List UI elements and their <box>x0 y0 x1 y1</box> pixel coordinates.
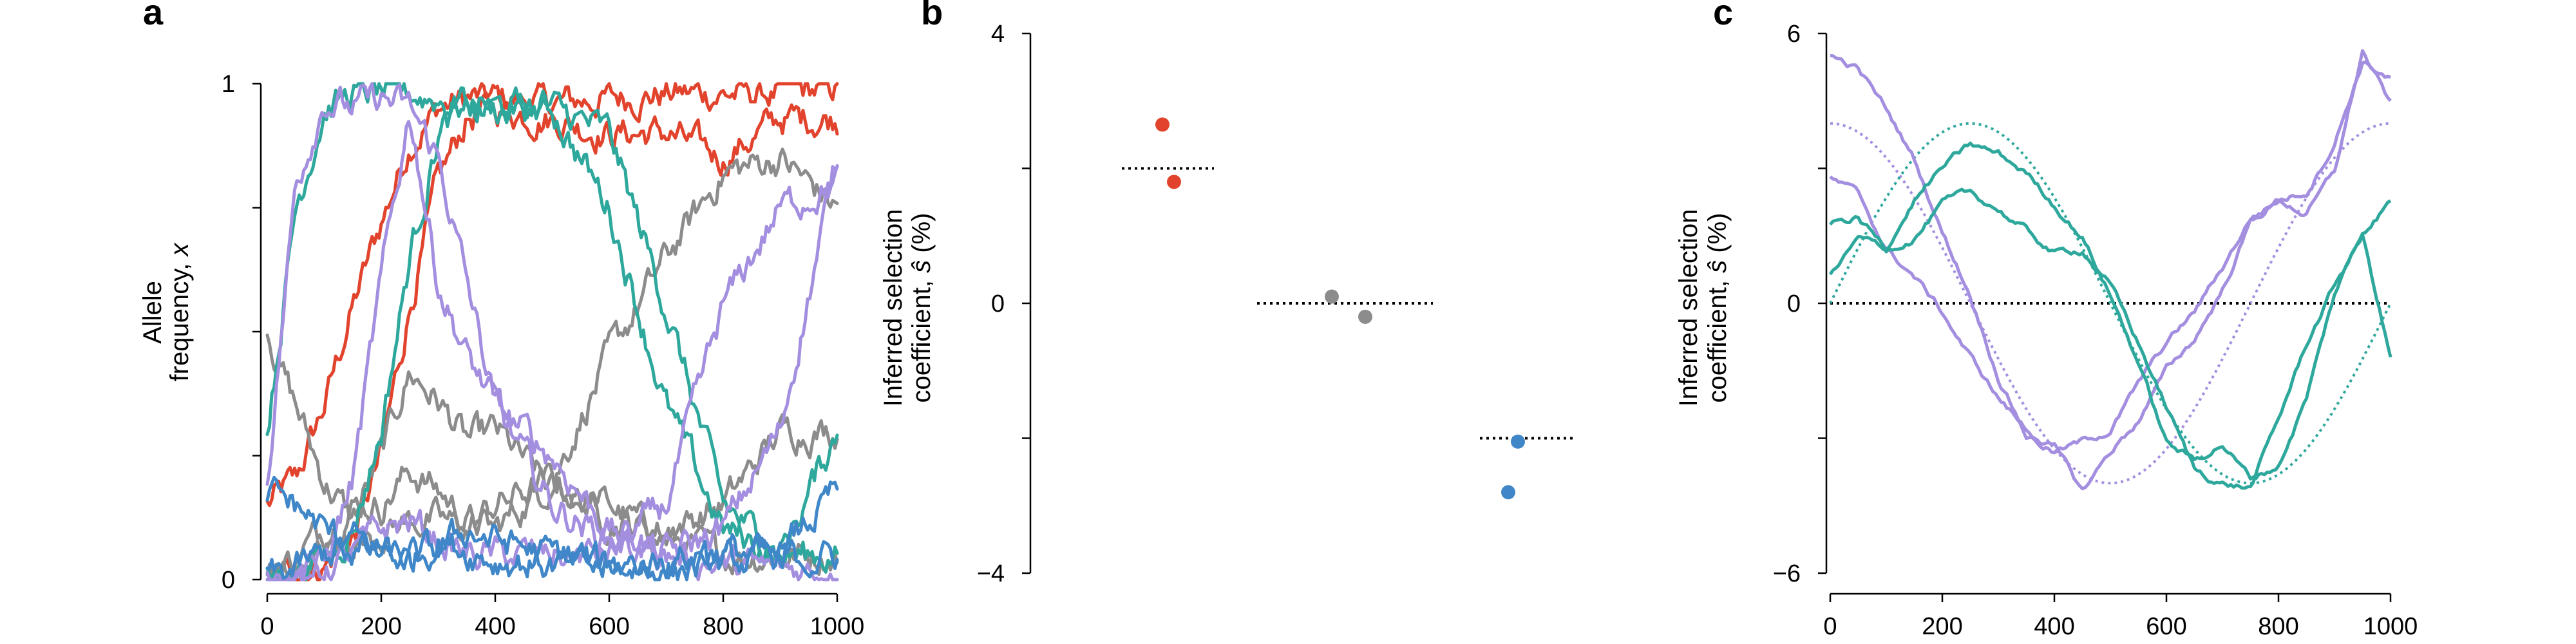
panel-a-trajectory-purple <box>265 120 839 582</box>
panel-c-y-tick-label: 6 <box>1787 21 1801 48</box>
panel-c-x-tick-label: 1000 <box>2363 613 2418 640</box>
panel-a-ylabel-text: frequency, <box>166 256 194 382</box>
panel-a-axes: 0 1 0 200 400 600 800 1000 <box>222 71 864 640</box>
panel-a-y-tick-label: 1 <box>222 71 235 98</box>
panel-b-y-tick-label: 4 <box>991 21 1005 48</box>
panel-c-ylabel-line1: Inferred selection <box>1674 209 1703 407</box>
panel-c-ylabel-unit: (%) <box>1703 213 1732 260</box>
panel-c-inferred-curve-teal <box>1829 187 2392 490</box>
panel-b-ylabel-line2: coefficient, ŝ (%) <box>907 213 936 403</box>
panel-c: c Inferred selection coefficient, ŝ (%) … <box>1674 0 2418 640</box>
panel-a-y-tick-label: 0 <box>222 567 235 594</box>
panel-b-point-gray <box>1325 289 1339 304</box>
panel-a-x-tick-label: 1000 <box>810 613 865 640</box>
panel-a-ylabel-line2: frequency, x <box>166 242 194 382</box>
panel-a: a Allele frequency, x 0 1 0 200 400 600 800 100… <box>138 0 864 640</box>
panel-b-marks <box>1122 117 1573 500</box>
panel-c-inferred-curve-teal <box>1828 141 2392 481</box>
panel-b-ylabel-var: ŝ <box>907 260 936 273</box>
panel-a-trajectory-red <box>265 82 839 507</box>
panel-a-ylabel-line1: Allele <box>138 281 167 344</box>
panel-c-axes: −6 0 6 0 200 400 600 800 1000 <box>1773 21 2418 640</box>
panel-a-x-tick-label: 0 <box>260 613 274 640</box>
panel-b-axes: −4 0 4 <box>977 21 1032 587</box>
panel-a-trajectory-blue <box>265 521 839 580</box>
panel-c-x-tick-label: 600 <box>2146 613 2186 640</box>
panel-b-point-red <box>1167 175 1181 189</box>
panel-c-ylabel-line2: coefficient, ŝ (%) <box>1703 213 1732 403</box>
panel-c-ylabel-text: coefficient, <box>1703 273 1732 403</box>
panel-a-x-tick-label: 400 <box>475 613 515 640</box>
panel-b-y-tick-label: 0 <box>991 290 1005 317</box>
panel-c-y-tick-label: 0 <box>1787 290 1801 317</box>
panel-b: b Inferred selection coefficient, ŝ (%) … <box>879 0 1573 587</box>
panel-a-trajectory-blue <box>265 475 839 582</box>
panel-c-true-curve-purple <box>1830 122 2391 485</box>
panel-c-true-curve-teal <box>1829 122 2392 485</box>
panel-a-trajectory-gray <box>265 147 839 582</box>
panel-c-ylabel-var: ŝ <box>1703 260 1732 273</box>
panel-b-ylabel-unit: (%) <box>907 213 936 260</box>
panel-b-point-blue <box>1501 485 1515 500</box>
panel-a-x-tick-label: 200 <box>361 613 401 640</box>
panel-c-x-tick-label: 400 <box>2034 613 2074 640</box>
panel-a-x-tick-label: 600 <box>589 613 629 640</box>
panel-c-inferred-curve-purple <box>1830 53 2391 455</box>
panel-a-ylabel-var: x <box>166 242 194 258</box>
panel-c-y-tick-label: −6 <box>1773 560 1801 587</box>
panel-a-letter: a <box>143 0 164 32</box>
panel-b-y-tick-label: −4 <box>977 560 1005 587</box>
panel-c-inferred-curve-purple <box>1829 49 2392 491</box>
panel-a-trajectory-gray <box>265 413 839 582</box>
panel-c-x-tick-label: 0 <box>1823 613 1837 640</box>
panel-b-letter: b <box>921 0 943 32</box>
panel-c-x-tick-label: 800 <box>2258 613 2298 640</box>
panel-a-trajectory-teal <box>265 86 839 582</box>
panel-b-ylabel-text: coefficient, <box>907 273 936 403</box>
panel-c-letter: c <box>1713 0 1733 32</box>
panel-c-marks <box>1828 49 2392 491</box>
panel-b-point-blue <box>1511 434 1525 449</box>
panel-b-point-red <box>1155 117 1170 132</box>
panel-a-x-tick-label: 800 <box>703 613 743 640</box>
panel-b-ylabel-line1: Inferred selection <box>879 209 907 407</box>
panel-b-point-gray <box>1358 309 1372 324</box>
panel-a-series-group <box>265 82 839 582</box>
panel-c-x-tick-label: 200 <box>1922 613 1962 640</box>
